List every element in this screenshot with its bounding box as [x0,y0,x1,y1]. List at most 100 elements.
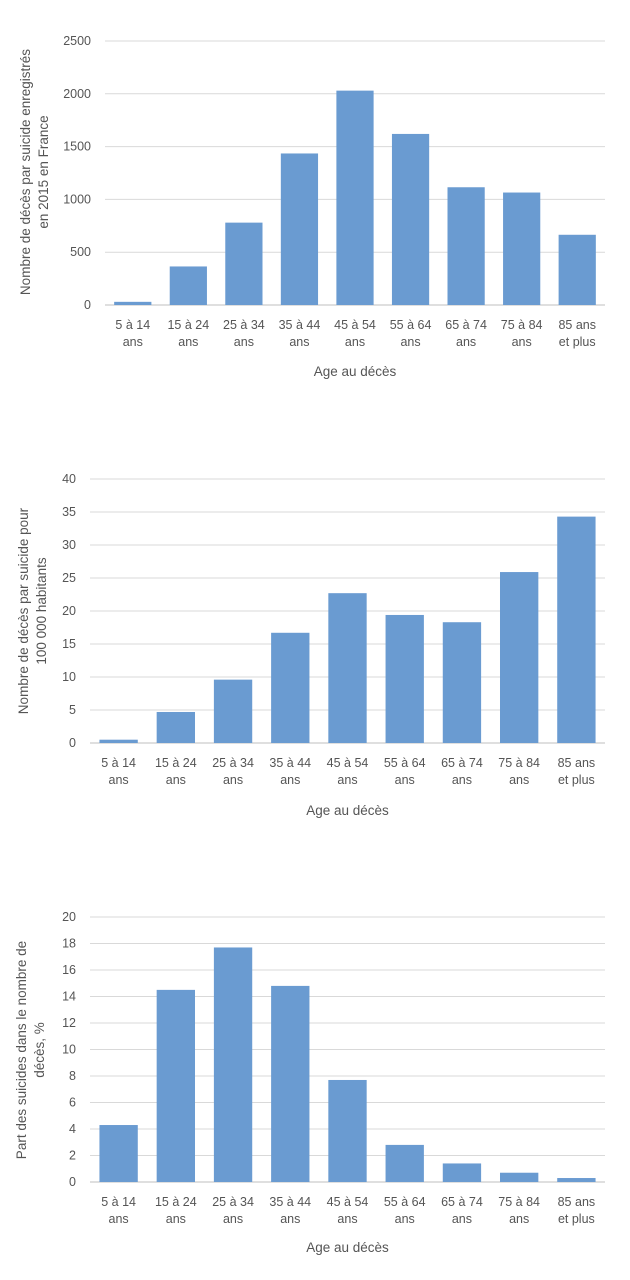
x-tick-label: ans [512,335,532,349]
x-tick-label: 45 à 54 [327,1195,369,1209]
chart-suicide-count-svg: 0 500 1000 1500 2000 2500 5 à 14 ans 15 à 24 ans 2… [18,34,605,379]
y-tick-label: 2000 [63,87,91,101]
bar-5 [391,133,430,305]
x-tick-label: ans [452,1212,472,1226]
y-tick-label: 35 [62,505,76,519]
x-tick-label: 65 à 74 [445,318,487,332]
y-tick-label: 15 [62,637,76,651]
x-tick-label: ans [456,335,476,349]
x-tick-label: 55 à 64 [390,318,432,332]
x-tick-label: ans [109,773,129,787]
x-tick-label: 5 à 14 [101,1195,136,1209]
x-tick-label: et plus [558,773,595,787]
y-axis-title: en 2015 en France [36,115,51,228]
x-tick-label: 15 à 24 [155,756,197,770]
y-tick-label: 20 [62,604,76,618]
bar-0 [99,739,138,743]
bar-8 [557,1178,596,1182]
x-tick-label: 55 à 64 [384,756,426,770]
bar-7 [503,192,541,305]
x-tick-label: 55 à 64 [384,1195,426,1209]
x-tick-label: 25 à 34 [223,318,265,332]
x-tick-label: 65 à 74 [441,1195,483,1209]
bar-2 [213,679,253,743]
y-axis-title: Part des suicides dans le nombre de [14,941,29,1159]
y-tick-label: 4 [69,1122,76,1136]
y-axis-title: Nombre de décès par suicide enregistrés [18,49,33,295]
x-tick-label: ans [289,335,309,349]
bar-6 [447,187,485,305]
x-tick-label: et plus [558,1212,595,1226]
bar-1 [156,711,196,743]
bar-7 [499,1172,539,1182]
x-tick-label: 75 à 84 [498,1195,540,1209]
x-tick-label: ans [395,773,415,787]
x-tick-label: ans [280,1212,300,1226]
x-tick-label: 35 à 44 [269,1195,311,1209]
x-tick-label: ans [178,335,198,349]
x-tick-label: ans [345,335,365,349]
x-tick-label: ans [123,335,143,349]
y-tick-label: 20 [62,910,76,924]
bar-8 [557,516,596,743]
x-tick-label: 45 à 54 [327,756,369,770]
y-tick-label: 0 [69,1175,76,1189]
y-axis-title: décès, % [32,1022,47,1078]
bar-2 [213,947,253,1182]
x-tick-label: ans [223,773,243,787]
y-tick-label: 2 [69,1149,76,1163]
y-tick-label: 40 [62,472,76,486]
chart-suicide-share-svg: 0 2 4 6 8 10 12 14 16 18 20 5 à 14 ans 15 à 24 ans 25 à… [14,910,605,1255]
x-tick-label: 15 à 24 [167,318,209,332]
x-tick-label: ans [223,1212,243,1226]
y-tick-label: 8 [69,1069,76,1083]
y-tick-label: 0 [84,298,91,312]
y-axis-title: Nombre de décès par suicide pour [16,507,31,714]
x-tick-label: ans [337,1212,357,1226]
bar-8 [558,234,596,305]
x-tick-label: ans [109,1212,129,1226]
x-tick-label: ans [280,773,300,787]
x-tick-label: 35 à 44 [279,318,321,332]
y-tick-label: 18 [62,937,76,951]
y-tick-label: 1500 [63,140,91,154]
bar-4 [328,593,367,743]
x-tick-label: 25 à 34 [212,1195,254,1209]
y-tick-label: 0 [69,736,76,750]
x-axis-title: Age au décès [314,364,397,379]
x-tick-label: 25 à 34 [212,756,254,770]
bar-1 [169,266,207,305]
y-tick-label: 6 [69,1096,76,1110]
x-tick-label: ans [452,773,472,787]
x-tick-label: 35 à 44 [269,756,311,770]
y-axis-title: 100 000 habitants [34,557,49,665]
x-tick-label: ans [166,773,186,787]
bar-0 [114,301,152,305]
x-tick-label: ans [395,1212,415,1226]
y-tick-label: 25 [62,571,76,585]
chart-suicide-rate: 0 5 10 15 20 25 30 35 40 5 à 14 ans 15 à 24 ans 25 à … [0,440,630,840]
y-tick-label: 16 [62,963,76,977]
y-tick-label: 10 [62,1043,76,1057]
y-tick-label: 10 [62,670,76,684]
x-tick-label: ans [166,1212,186,1226]
y-tick-label: 14 [62,990,76,1004]
x-axis-title: Age au décès [306,803,389,818]
x-tick-label: ans [509,773,529,787]
bar-6 [442,1163,482,1182]
x-tick-label: 75 à 84 [498,756,540,770]
x-tick-label: ans [509,1212,529,1226]
bar-6 [442,622,482,743]
x-tick-label: 5 à 14 [115,318,150,332]
y-tick-label: 2500 [63,34,91,48]
chart-suicide-rate-svg: 0 5 10 15 20 25 30 35 40 5 à 14 ans 15 à 24 ans 25 à … [16,472,605,818]
bar-3 [271,632,310,743]
bar-3 [280,153,319,305]
x-tick-label: 85 ans [558,756,596,770]
x-tick-label: 85 ans [558,318,596,332]
bar-5 [385,614,424,743]
y-tick-label: 30 [62,538,76,552]
bar-7 [499,572,539,743]
bar-4 [336,90,374,306]
y-tick-label: 1000 [63,192,91,206]
